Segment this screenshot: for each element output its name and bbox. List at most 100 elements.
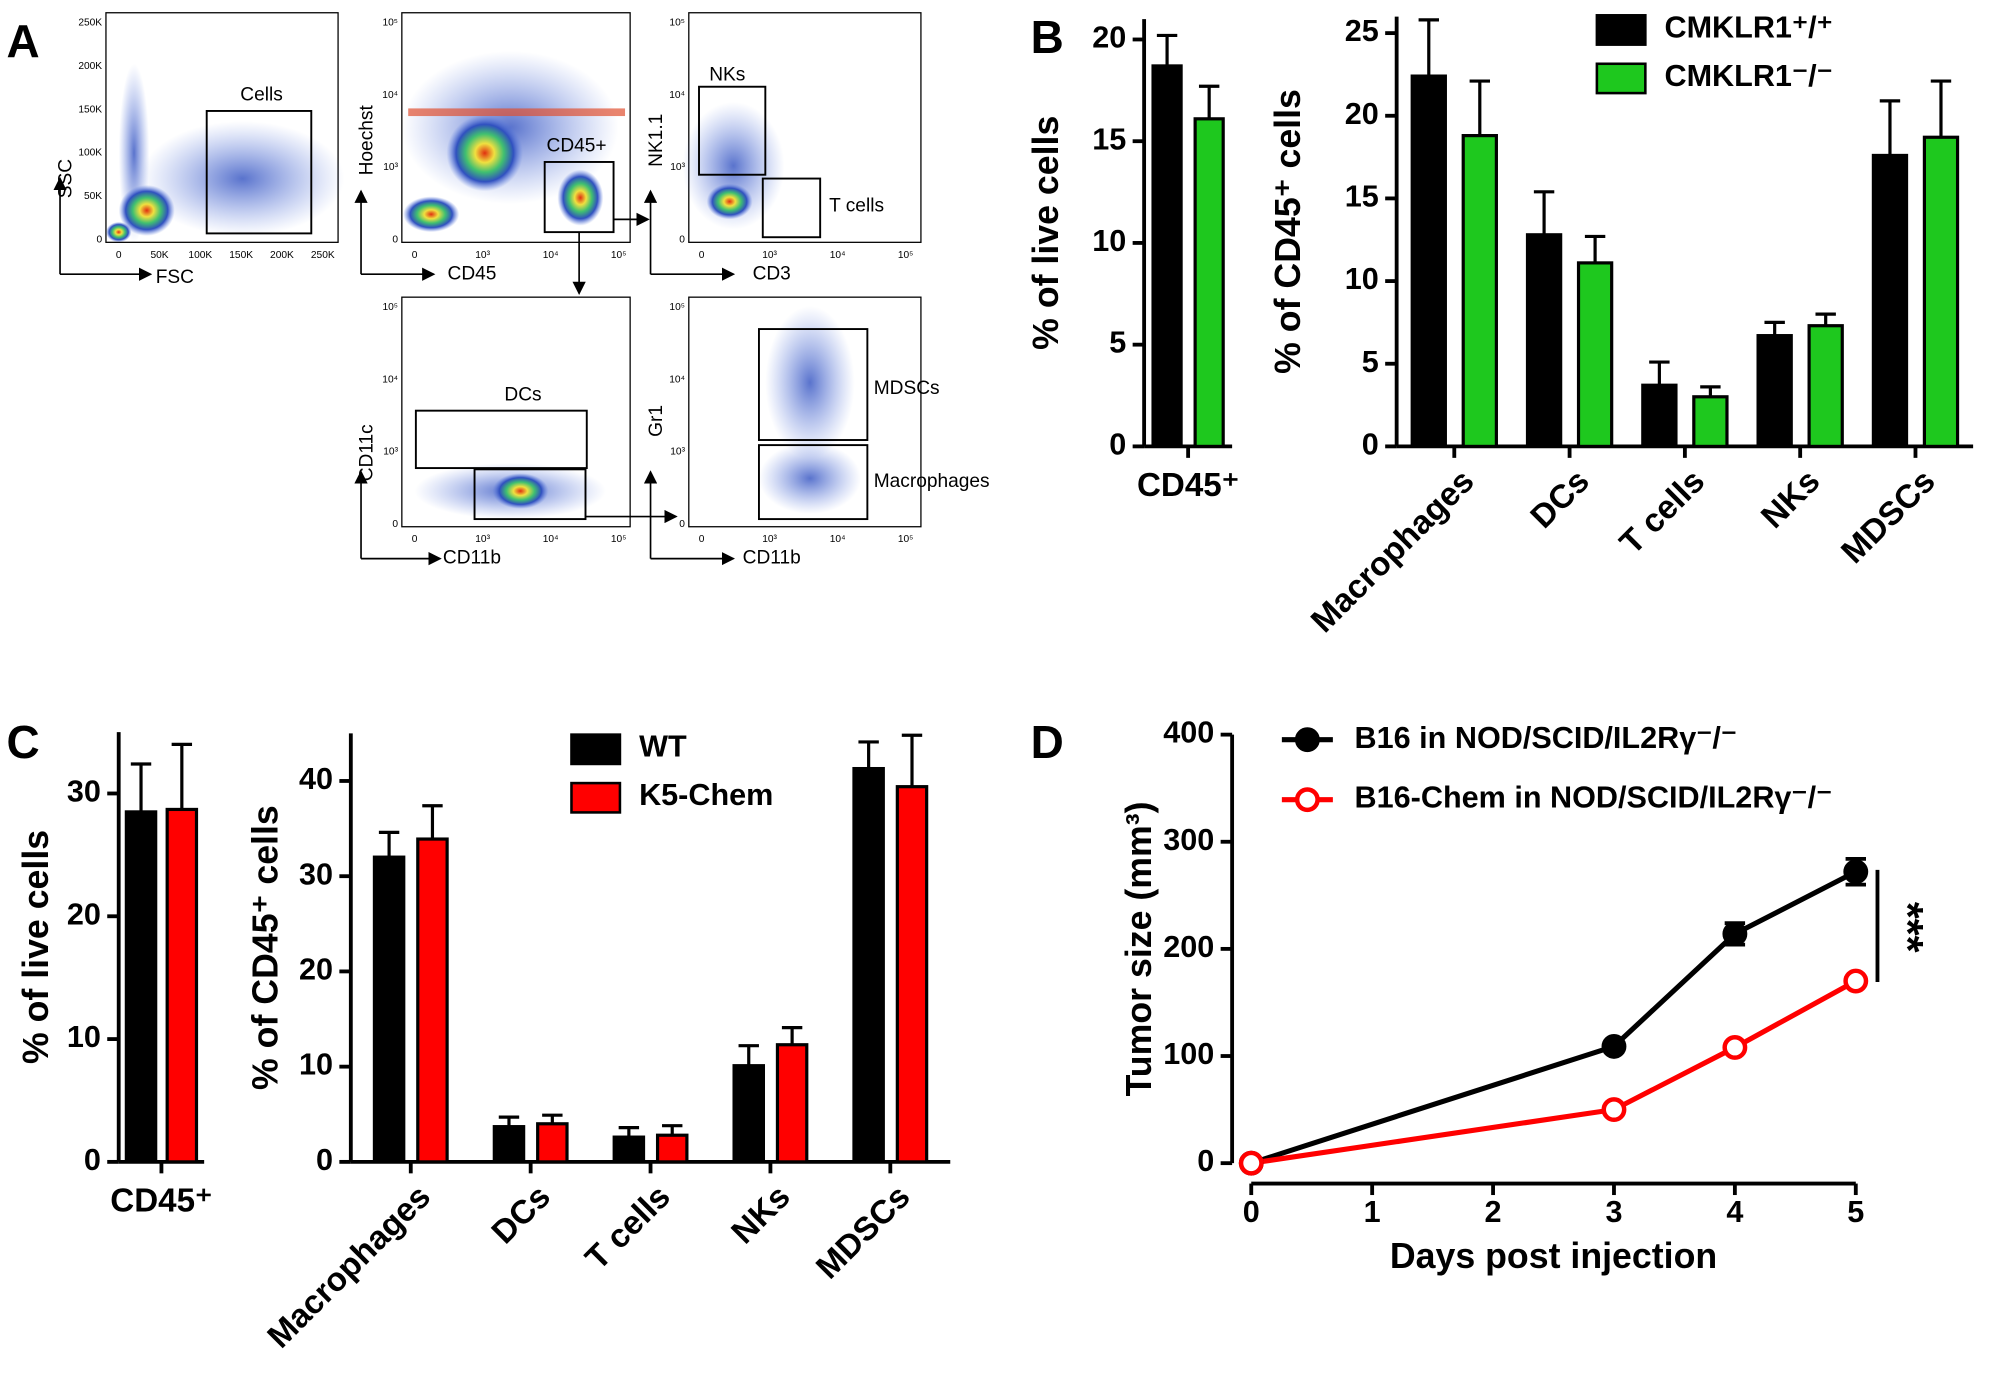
y-tick-label: 20 bbox=[1345, 97, 1379, 131]
bar bbox=[1193, 117, 1225, 448]
x-tick-label: 150K bbox=[229, 250, 253, 261]
x-tick-label: 10⁵ bbox=[898, 250, 914, 261]
gate-label: CD45+ bbox=[547, 136, 607, 157]
gate-label: Cells bbox=[240, 85, 283, 106]
y-axis-label: CD11c bbox=[356, 424, 377, 481]
legend-label: CMKLR1⁺/⁺ bbox=[1664, 10, 1832, 44]
x-tick-label: 0 bbox=[412, 250, 418, 261]
x-tick-label: 10⁵ bbox=[611, 534, 627, 545]
y-tick-label: 25 bbox=[1345, 14, 1379, 48]
bar bbox=[655, 1133, 689, 1164]
legend-swatch bbox=[570, 733, 622, 766]
panel-label: C bbox=[6, 716, 39, 768]
bar bbox=[1807, 324, 1844, 448]
plot-frame bbox=[105, 12, 339, 243]
x-tick-label: 10⁴ bbox=[830, 534, 846, 545]
x-tick-label: 3 bbox=[1605, 1195, 1622, 1229]
gate-label: MDSCs bbox=[874, 378, 940, 399]
y-tick-label: 40 bbox=[299, 762, 333, 796]
gate-label: DCs bbox=[504, 384, 541, 405]
legend-swatch bbox=[1595, 62, 1647, 95]
x-tick-label: 5 bbox=[1847, 1195, 1864, 1229]
y-tick-label: 5 bbox=[1362, 345, 1379, 379]
bar bbox=[536, 1122, 569, 1164]
y-tick-label: 300 bbox=[1163, 823, 1214, 857]
x-axis-label: CD11b bbox=[743, 548, 801, 569]
x-tick-label: 10³ bbox=[475, 250, 490, 261]
y-tick-label: 0 bbox=[1362, 427, 1379, 461]
plot-frame bbox=[688, 12, 922, 243]
y-tick-label: 15 bbox=[1092, 122, 1126, 156]
x-axis-label: CD11b bbox=[443, 548, 501, 569]
x-tick-label: 10³ bbox=[475, 534, 490, 545]
y-tick-label: 10⁴ bbox=[669, 90, 685, 101]
density bbox=[706, 183, 753, 220]
y-axis-label: NK1.1 bbox=[646, 114, 667, 167]
x-tick-label: 4 bbox=[1726, 1195, 1743, 1229]
legend-swatch bbox=[570, 781, 622, 814]
bar bbox=[1641, 383, 1678, 448]
gate bbox=[757, 444, 869, 521]
bar bbox=[1151, 64, 1183, 448]
y-tick-label: 400 bbox=[1163, 716, 1214, 750]
legend-marker bbox=[1294, 787, 1320, 813]
x-tick-label: 10⁵ bbox=[898, 534, 914, 545]
gate bbox=[761, 177, 822, 239]
density bbox=[765, 306, 855, 460]
bar bbox=[1525, 233, 1563, 448]
x-tick-label: T cells bbox=[579, 1178, 678, 1277]
y-tick-label: 10⁵ bbox=[382, 302, 398, 313]
y-axis-label: SSC bbox=[55, 159, 76, 199]
legend-label: WT bbox=[639, 730, 687, 764]
x-tick-label: 0 bbox=[699, 250, 705, 261]
bar bbox=[775, 1043, 809, 1164]
y-axis-label: % of live cells bbox=[16, 830, 56, 1064]
y-tick-label: 0 bbox=[1109, 427, 1126, 461]
y-tick-label: 0 bbox=[1197, 1144, 1214, 1178]
density bbox=[557, 169, 604, 226]
y-tick-label: 0 bbox=[679, 234, 685, 245]
x-tick-label: 0 bbox=[1243, 1195, 1260, 1229]
y-tick-label: 10³ bbox=[670, 162, 685, 173]
x-tick-label: 100K bbox=[188, 250, 212, 261]
y-tick-label: 100 bbox=[1163, 1037, 1214, 1071]
y-axis-label: Gr1 bbox=[646, 405, 667, 437]
gate bbox=[473, 468, 587, 521]
y-tick-label: 0 bbox=[392, 519, 398, 530]
x-tick-label: 50K bbox=[150, 250, 168, 261]
x-tick-label: CD45⁺ bbox=[1137, 467, 1239, 504]
gate bbox=[698, 85, 767, 176]
density bbox=[446, 114, 524, 192]
legend-swatch bbox=[1595, 14, 1647, 46]
y-tick-label: 0 bbox=[316, 1143, 333, 1177]
x-tick-label: T cells bbox=[1613, 463, 1712, 562]
x-tick-label: 200K bbox=[270, 250, 294, 261]
x-tick-label: 1 bbox=[1364, 1195, 1381, 1229]
marker bbox=[1238, 1150, 1264, 1176]
y-tick-label: 10⁵ bbox=[669, 18, 685, 29]
y-tick-label: 0 bbox=[679, 519, 685, 530]
y-tick-label: 10³ bbox=[670, 447, 685, 458]
y-axis-label: % of CD45⁺ cells bbox=[245, 805, 285, 1090]
legend-label: CMKLR1⁻/⁻ bbox=[1664, 59, 1832, 93]
panel-label: D bbox=[1031, 716, 1064, 768]
bar bbox=[372, 855, 406, 1164]
legend-label: B16 in NOD/SCID/IL2Rγ⁻/⁻ bbox=[1355, 721, 1738, 755]
y-tick-label: 30 bbox=[299, 857, 333, 891]
series-line bbox=[1250, 869, 1857, 1166]
x-tick-label: 0 bbox=[116, 250, 122, 261]
y-axis-label: Tumor size (mm³) bbox=[1119, 801, 1159, 1096]
y-axis-label: Hoechst bbox=[356, 105, 377, 176]
legend-marker bbox=[1294, 727, 1320, 753]
x-axis-label: FSC bbox=[156, 267, 194, 288]
marker bbox=[1722, 921, 1748, 947]
y-tick-label: 10⁵ bbox=[669, 302, 685, 313]
y-tick-label: 10⁵ bbox=[382, 18, 398, 29]
x-tick-label: Macrophages bbox=[261, 1178, 438, 1355]
plot-frame bbox=[688, 296, 922, 528]
bar bbox=[1756, 334, 1793, 448]
y-tick-label: 10⁴ bbox=[382, 374, 398, 385]
bar bbox=[1922, 135, 1960, 448]
x-tick-label: DCs bbox=[1524, 463, 1597, 536]
